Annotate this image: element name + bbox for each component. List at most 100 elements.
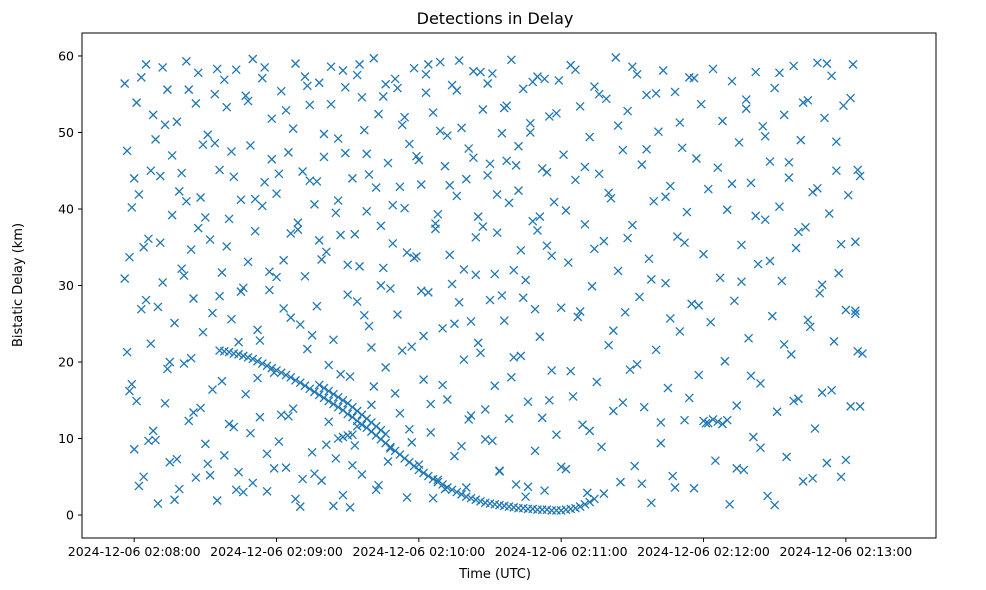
data-point [616,477,625,487]
data-point [694,300,704,310]
data-point [578,420,587,430]
data-point [758,121,768,131]
data-point [689,73,699,83]
data-point [487,69,497,79]
data-point [381,79,391,89]
data-point [333,196,343,206]
data-point [604,188,614,198]
data-point [442,395,452,404]
data-point [435,57,445,67]
data-point [146,339,156,349]
data-point [362,149,372,159]
data-point [319,383,329,393]
data-point [608,326,618,336]
data-point [165,457,175,467]
data-point [404,424,414,434]
data-point [608,406,618,416]
data-point [400,203,410,213]
data-point [841,305,851,315]
data-point [234,337,244,347]
data-point [533,225,542,235]
data-point [243,96,253,106]
data-point [307,447,317,457]
data-point [243,257,253,267]
data-point [314,380,324,390]
data-point [850,237,860,247]
data-point [734,137,744,147]
data-point [445,180,455,190]
data-point [326,62,336,72]
data-point [563,258,573,268]
data-point [291,59,300,69]
data-point [438,380,448,390]
data-point [611,53,621,62]
data-point [675,326,685,336]
data-point [729,296,739,306]
data-point [355,59,365,69]
data-point [162,364,172,374]
data-point [208,385,217,395]
data-point [452,85,462,95]
data-point [324,360,334,370]
data-point [720,356,730,366]
data-point [222,242,232,251]
data-point [300,271,310,281]
data-point [305,384,315,394]
data-point [449,319,459,329]
data-point [454,297,464,307]
data-point [167,210,177,220]
data-point [741,95,751,105]
data-point [369,382,379,391]
data-point [793,394,803,404]
data-point [829,336,839,346]
data-point [725,499,735,509]
data-point [331,453,341,463]
data-point [566,366,576,376]
data-point [765,256,775,266]
data-point [658,66,668,75]
data-point [680,238,690,248]
data-point [644,254,654,264]
data-point [476,67,485,77]
chart-title: Detections in Delay [417,9,574,28]
data-point [357,470,367,479]
data-point [352,421,362,431]
data-point [148,110,158,120]
data-point [457,441,467,451]
data-point [594,89,604,99]
data-point [485,295,495,305]
data-point [853,346,863,356]
data-point [435,126,445,136]
data-point [345,502,355,512]
data-point [848,59,858,69]
data-point [440,161,450,171]
data-point [245,141,255,150]
data-point [492,228,502,238]
data-point [419,375,429,385]
data-point [222,102,232,112]
data-point [495,466,504,476]
data-point [831,166,841,176]
data-point [226,147,236,157]
data-point [651,345,661,355]
data-point [238,487,248,497]
data-point [516,245,526,255]
data-point [839,101,848,111]
data-point [521,492,531,502]
data-point [364,170,374,180]
data-point [853,165,863,175]
data-point [599,489,609,499]
data-point [160,398,170,408]
data-point [544,395,554,405]
data-point [288,124,298,134]
data-point [556,462,566,472]
data-point [528,77,538,87]
data-point [850,306,860,316]
data-point [682,207,692,217]
data-point [264,285,274,295]
data-point [461,492,471,502]
data-point [597,442,606,452]
data-point [737,277,746,287]
data-point [528,216,538,226]
data-point [255,336,265,346]
